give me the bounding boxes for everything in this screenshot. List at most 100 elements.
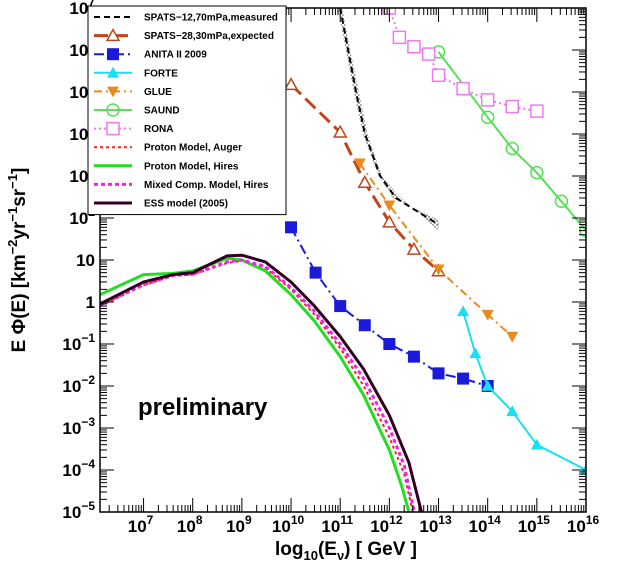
series-5-point-1 [480, 110, 495, 125]
legend: SPATS−12,70mPa,measured SPATS−28,30mPa,ex… [87, 5, 287, 216]
legend-marker-5 [106, 103, 120, 117]
x-tick-label: 108 [177, 513, 203, 536]
legend-marker-1 [105, 28, 121, 42]
series-2-point-2 [334, 300, 347, 313]
y-tick-label: 10−5 [62, 499, 95, 522]
series-6-point-7 [505, 99, 519, 114]
legend-label-10: ESS model (2005) [144, 199, 228, 210]
series-6-point-6 [480, 93, 495, 107]
y-tick-label: 10 [76, 251, 95, 270]
series-2-point-5 [407, 350, 420, 363]
series-6-point-8 [530, 104, 544, 118]
series-6-point-5 [456, 81, 470, 96]
x-axis-title-open: (E [318, 539, 337, 560]
x-axis-title: log10(Eν) [ GeV ] [275, 539, 417, 563]
legend-label-3: FORTE [144, 68, 178, 79]
series-1-point-4 [406, 241, 422, 255]
legend-marker-4 [107, 86, 119, 98]
series-3-point-1 [469, 347, 482, 359]
legend-label-7: Proton Model, Auger [144, 143, 242, 154]
x-tick-label: 1012 [370, 513, 403, 536]
series-2-point-6 [432, 367, 445, 380]
series-1-point-3 [382, 214, 397, 228]
series-3-point-0 [457, 305, 470, 317]
x-tick-label: 1010 [272, 513, 305, 536]
series-4-point-4 [506, 331, 519, 343]
series-9 [100, 258, 416, 512]
legend-marker-3 [107, 66, 119, 78]
series-3-point-3 [506, 405, 519, 417]
series-6-point-2 [407, 39, 421, 54]
series-4-point-3 [481, 309, 494, 321]
y-tick-label: 1 [86, 293, 95, 312]
series-10 [100, 253, 423, 512]
x-tick-label: 1015 [518, 513, 551, 536]
x-tick-label: 1013 [419, 513, 452, 536]
y-tick-label: 10−3 [62, 415, 95, 438]
y-tick-label: 10−1 [62, 331, 95, 354]
series-layer [100, 8, 586, 512]
series-5-point-2 [505, 141, 519, 156]
series-3-point-2 [481, 380, 494, 391]
x-tick-label: 107 [128, 513, 154, 536]
x-axis-title-nu: ν [337, 548, 344, 563]
y-axis-title-exp2: −1 [5, 207, 20, 222]
legend-label-4: GLUE [144, 87, 172, 98]
series-2-point-3 [358, 319, 371, 332]
series-4 [353, 158, 519, 343]
x-tick-label: 1011 [321, 513, 353, 536]
y-axis-title: E Φ(E) [km−2yr−1sr−1] [5, 168, 30, 353]
series-5-point-3 [530, 165, 544, 180]
x-tick-label: 1016 [567, 513, 600, 536]
series-6-point-3 [421, 47, 436, 61]
series-3-point-4 [530, 438, 543, 450]
legend-label-1: SPATS−28,30mPa,expected [144, 31, 274, 42]
series-4-point-1 [383, 200, 396, 212]
y-axis-title-yr: yr [9, 221, 30, 240]
series-0 [339, 8, 440, 226]
series-5-point-4 [554, 194, 569, 209]
legend-label-5: SAUND [144, 106, 180, 117]
series-1-point-0 [283, 77, 299, 91]
legend-marker-6 [106, 121, 120, 136]
series-5 [431, 45, 586, 238]
y-axis-title-exp1: −2 [5, 240, 20, 255]
legend-label-9: Mixed Comp. Model, Hires [144, 180, 269, 191]
series-line-9 [100, 258, 416, 512]
series-2-point-0 [285, 221, 298, 234]
series-1-point-1 [332, 124, 348, 138]
series-2-point-7 [457, 372, 470, 385]
legend-label-6: RONA [144, 124, 173, 135]
y-axis-title-sr: sr [9, 188, 30, 207]
x-axis-title-close: ) [ GeV ] [344, 539, 417, 560]
series-4-point-2 [432, 264, 445, 276]
y-axis-title-pre: E Φ(E) [km [9, 254, 30, 352]
y-axis-title-exp3: −1 [5, 174, 20, 189]
series-6-point-1 [392, 30, 407, 45]
series-1-point-2 [357, 174, 373, 189]
series-6-point-4 [431, 68, 446, 83]
series-3 [457, 305, 586, 475]
annotation-preliminary: preliminary [138, 394, 268, 421]
series-line-3 [462, 311, 586, 471]
y-tick-label: 107 [69, 0, 95, 18]
legend-label-2: ANITA II 2009 [144, 50, 207, 61]
x-axis-title-base: log [275, 539, 304, 560]
y-axis-title-post: ] [9, 168, 30, 174]
x-tick-label: 1014 [469, 513, 502, 536]
x-tick-label: 109 [226, 513, 252, 536]
series-1 [283, 77, 446, 277]
series-4-point-0 [353, 158, 366, 170]
x-axis-title-sub: 10 [303, 548, 317, 563]
y-tick-label: 10−2 [62, 373, 95, 396]
y-tick-label: 10−4 [62, 457, 95, 480]
legend-marker-2 [107, 48, 119, 61]
series-2 [285, 221, 494, 392]
legend-label-0: SPATS−12,70mPa,measured [144, 13, 278, 24]
series-2-point-1 [309, 266, 322, 279]
series-line-0 [339, 8, 440, 226]
legend-label-8: Proton Model, Hires [144, 161, 239, 172]
series-2-point-4 [383, 338, 396, 350]
